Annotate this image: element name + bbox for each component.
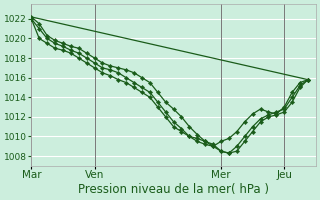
X-axis label: Pression niveau de la mer( hPa ): Pression niveau de la mer( hPa ) [78,183,269,196]
